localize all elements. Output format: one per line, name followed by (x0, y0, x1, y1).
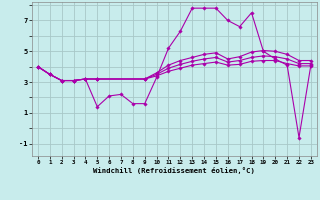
X-axis label: Windchill (Refroidissement éolien,°C): Windchill (Refroidissement éolien,°C) (93, 167, 255, 174)
